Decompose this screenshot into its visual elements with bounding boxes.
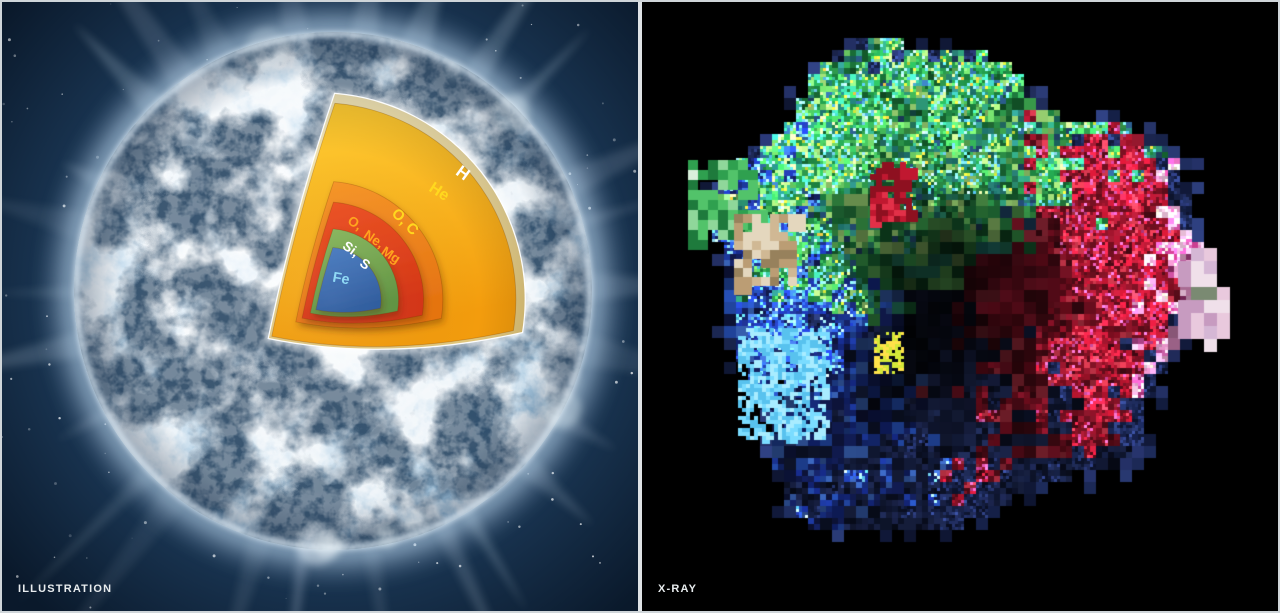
wedge-shading xyxy=(269,94,525,349)
star-cutaway-graphic: H He O, C O, Ne, Mg Si, S Fe xyxy=(2,2,638,611)
label-iron-core: Fe xyxy=(331,270,350,289)
star-prominences xyxy=(246,27,582,566)
panel-divider xyxy=(638,2,642,611)
supernova-remnant-image xyxy=(642,2,1278,611)
cutaway-wedge: H He O, C O, Ne, Mg Si, S Fe xyxy=(265,90,528,352)
illustration-tag: ILLUSTRATION xyxy=(18,583,113,595)
xray-tag: X-RAY xyxy=(658,583,698,595)
illustration-panel: H He O, C O, Ne, Mg Si, S Fe ILLUSTRATIO… xyxy=(2,2,638,611)
label-oxygen-neon-magnesium-line1: O, xyxy=(345,213,365,233)
xray-panel: X-RAY xyxy=(642,2,1278,611)
